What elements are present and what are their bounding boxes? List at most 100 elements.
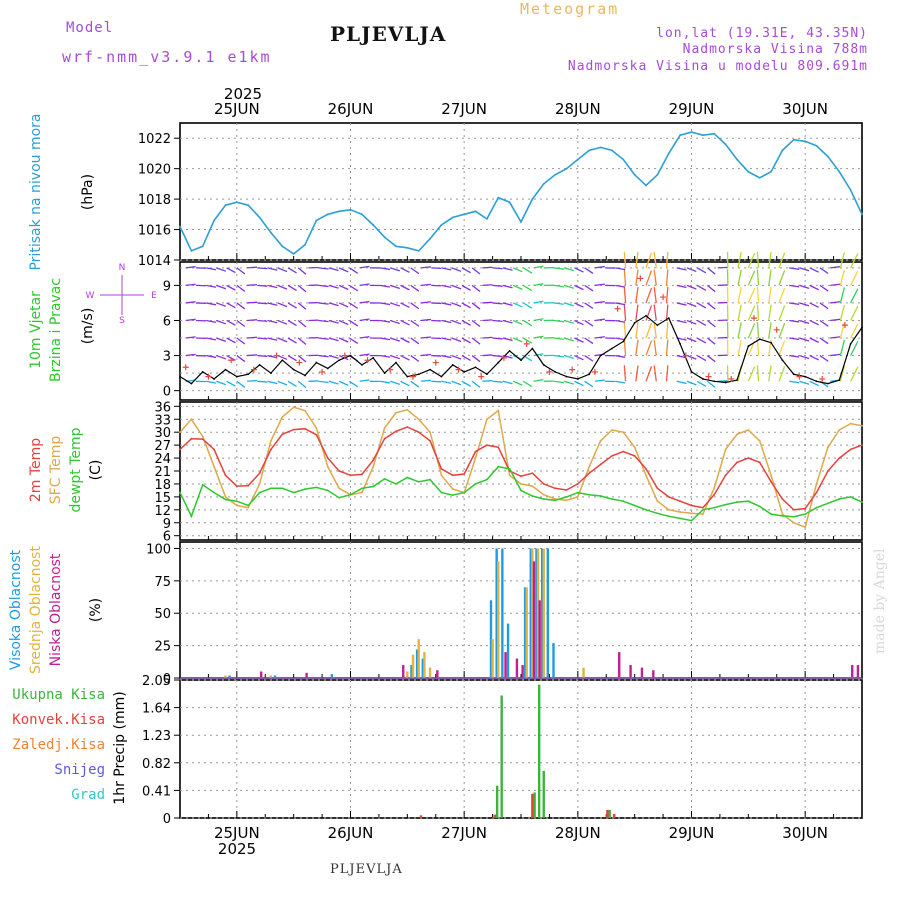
precip-bar-0 [500,695,503,818]
pressure-series-point [281,245,284,248]
wind-axis-title-2: Brzina i Pravac [48,278,64,382]
wind-barb [653,304,657,321]
y-tick-label: 0 [163,385,171,400]
wind-gust-marker [841,322,848,329]
wind-barb [665,304,669,321]
pressure-series-point [474,210,477,213]
y-tick-label: 1.23 [142,729,171,744]
wind-barb [512,319,523,325]
wind-barb [236,302,246,310]
wind-barb [461,302,471,309]
sfc-temp-series-point [326,465,329,468]
wind-barb [789,284,800,288]
wind-barb [707,355,716,363]
wind-barb [653,365,657,382]
sfc-temp-series-point [304,409,306,412]
compass-north: N [119,263,126,273]
wind-barb [359,353,370,357]
sfc-temp-series [179,406,863,529]
wind-barb [737,252,742,268]
dewpoint-series-point [713,506,716,509]
cloud-bar-0 [330,674,334,678]
dewpoint-series-point [463,491,466,494]
wind-barb [839,365,846,382]
wind-barb [789,354,800,358]
pressure-series-point [701,134,704,137]
pressure-series-point [372,224,375,226]
wind-speed-series-point [440,375,443,378]
2m-temp-series-point [679,500,682,503]
wind-barb [737,304,742,321]
cloud-bar-1 [417,639,420,678]
2m-temp-series-point [622,450,625,453]
pressure-series-point [667,152,670,155]
2m-temp-series-point [770,480,772,483]
wind-barb [400,319,410,326]
sfc-temp-series-point [804,526,807,528]
wind-barb [686,267,697,273]
wind-barb [553,380,564,384]
2m-temp-series-point [690,504,693,507]
wind-barb [584,302,594,310]
wind-speed-series-point [815,380,818,383]
dewpoint-series-point [315,486,318,489]
wind-barb [461,380,471,387]
2m-temp-series-point [497,446,500,449]
wind-unit: (m/s) [80,308,96,345]
wind-barb [594,379,605,382]
wind-barb [216,302,227,307]
wind-gust-marker [182,364,189,371]
wind-barb [287,267,297,274]
precip-bar-1 [606,809,609,818]
wind-barb [226,319,236,326]
product-label: Meteogram [520,0,620,18]
cloud-bar-1 [269,675,273,678]
wind-barb [502,267,513,271]
pressure-series-point [440,224,443,226]
wind-barb [789,337,800,341]
dewpoint-series-point [849,495,852,498]
dewpoint-series-point [258,491,261,494]
pressure-series-point [406,246,409,249]
wind-barb [431,319,442,322]
wind-barb [615,354,626,358]
wind-barb [839,339,846,356]
wind-axis-title-1: 10m Vjetar [28,291,44,369]
precip-legend-1: Konvek.Kisa [12,712,105,728]
wind-barb [653,251,657,268]
wind-speed-series-point [201,371,204,373]
wind-barb [533,265,544,269]
y-tick-label: 3 [163,350,171,365]
sfc-temp-series-point [213,465,216,468]
pressure-series-point [258,216,261,219]
wind-barb [206,267,217,271]
wind-barb [328,380,339,385]
wind-speed-series-point [520,359,522,362]
wind-barb [819,355,829,362]
wind-barb [410,284,420,292]
wind-gust-marker [364,357,371,364]
wind-barb [492,319,503,323]
wind-barb [431,337,442,340]
pressure-series-point [758,176,761,179]
wind-barb [482,354,493,357]
wind-barb [226,267,236,274]
precip-bar-0 [495,785,499,818]
wind-speed-series-point [633,321,636,324]
wind-barb [799,380,810,385]
pressure-series-point [781,149,784,152]
dewpoint-series-point [747,500,750,503]
wind-barb [379,302,391,306]
sfc-temp-series-point [599,439,602,442]
wind-barb [830,266,841,269]
wind-speed-series-point [395,361,397,364]
bottom-date-label: 26JUN [328,824,374,842]
dewpoint-series-point [486,478,488,481]
wind-barb [676,380,687,385]
pressure-axis-title: Pritisak na nivou mora [28,113,44,270]
wind-barb [492,302,503,305]
wind-barb [318,337,329,340]
wind-gust-marker [319,368,326,375]
wind-barb [789,267,800,270]
